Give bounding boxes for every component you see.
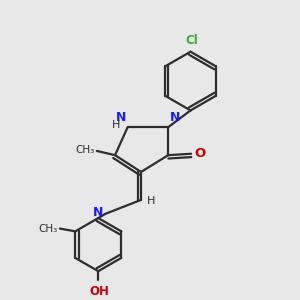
Text: N: N xyxy=(116,111,126,124)
Text: CH₃: CH₃ xyxy=(38,224,58,234)
Text: H: H xyxy=(111,120,120,130)
Text: N: N xyxy=(93,206,103,219)
Text: OH: OH xyxy=(89,285,109,298)
Text: CH₃: CH₃ xyxy=(75,145,94,154)
Text: Cl: Cl xyxy=(186,34,198,47)
Text: N: N xyxy=(169,111,180,124)
Text: H: H xyxy=(147,196,156,206)
Text: O: O xyxy=(195,147,206,160)
